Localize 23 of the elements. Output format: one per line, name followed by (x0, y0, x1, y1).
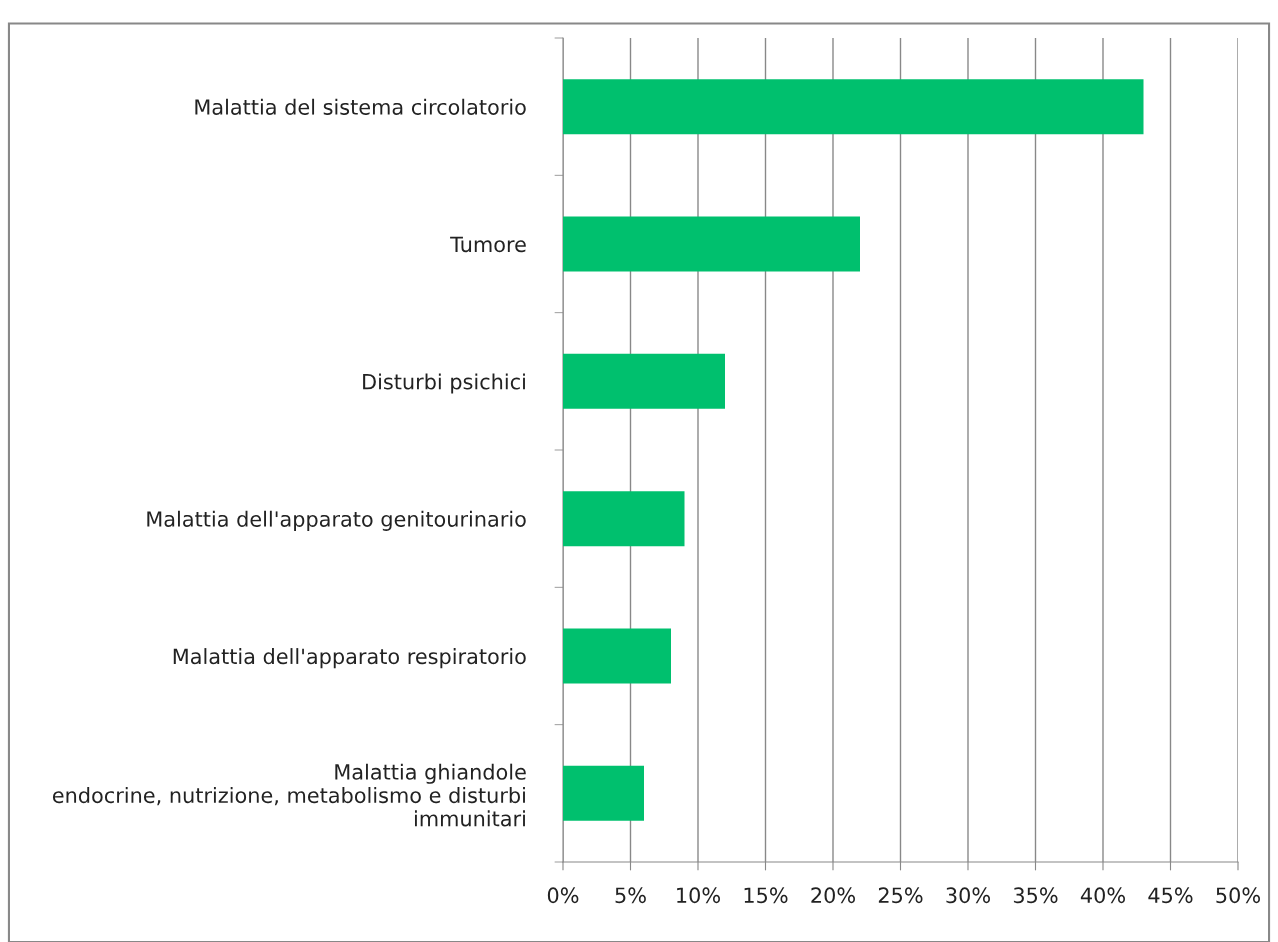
y-tick-label: Malattia del sistema circolatorio (195, 98, 526, 115)
x-tick-label: 35% (1013, 887, 1058, 904)
x-tick-label: 20% (811, 887, 855, 904)
x-tick-label: 25% (878, 887, 923, 904)
bar (563, 628, 671, 684)
bar (563, 353, 725, 409)
x-tick-label: 0% (547, 887, 579, 904)
x-tick-label: 15% (744, 887, 788, 904)
x-tick-label: 40% (1080, 887, 1125, 904)
x-tick-label: 10% (677, 887, 720, 904)
bar (563, 765, 644, 821)
y-tick-label: Malattia dell'apparato respiratorio (173, 648, 526, 669)
y-tick-label: Malattia dell'apparato genitourinario (147, 510, 526, 531)
x-tick-label: 5% (615, 887, 646, 904)
y-tick-label: Disturbi psichici (363, 373, 525, 394)
x-tick-label: 45% (1148, 887, 1193, 904)
bar (563, 79, 1144, 135)
y-tick-label: Tumore (450, 236, 526, 253)
y-tick-label: Malattia ghiandole endocrine, nutrizione, metabolismo e disturbi immunitari (52, 763, 526, 827)
x-tick-label: 30% (946, 887, 990, 904)
x-tick-label: 50% (1216, 887, 1260, 904)
bar (563, 216, 860, 272)
bar (563, 491, 685, 547)
